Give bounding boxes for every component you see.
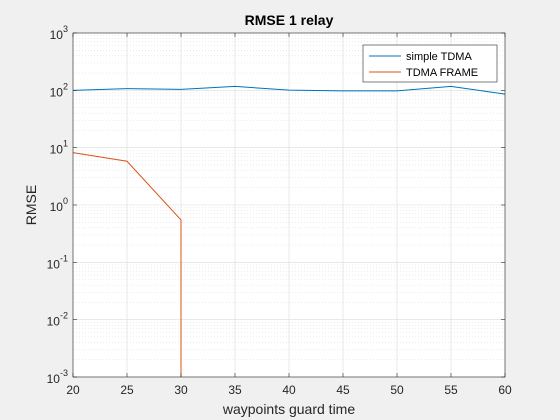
series-line-1 xyxy=(72,85,506,95)
legend-box xyxy=(362,44,498,83)
x-tick-label: 55 xyxy=(444,383,458,397)
y-tick-label: 101 xyxy=(50,139,68,157)
x-tick-label: 20 xyxy=(66,383,80,397)
x-tick-labels: 20 25 30 35 40 45 50 55 60 xyxy=(66,383,512,397)
ticks-layer xyxy=(72,32,506,378)
x-tick-label: 40 xyxy=(282,383,296,397)
x-tick-label: 60 xyxy=(498,383,512,397)
y-tick-label: 10-1 xyxy=(47,253,68,271)
y-tick-label: 10-3 xyxy=(47,368,68,386)
y-tick-labels: 10-3 10-2 10-1 100 101 102 103 xyxy=(47,24,68,386)
legend-label-2: TDMA FRAME xyxy=(406,67,478,79)
legend: simple TDMA TDMA FRAME xyxy=(362,44,498,83)
y-tick-label: 102 xyxy=(50,81,68,99)
x-tick-label: 35 xyxy=(228,383,242,397)
series-line-2 xyxy=(72,152,182,377)
legend-label-1: simple TDMA xyxy=(406,51,472,63)
y-axis-label: RMSE xyxy=(23,185,39,225)
y-tick-label: 103 xyxy=(50,24,68,42)
x-tick-label: 45 xyxy=(336,383,350,397)
y-tick-label: 10-2 xyxy=(47,311,68,329)
series-layer xyxy=(72,85,506,377)
x-tick-label: 50 xyxy=(390,383,404,397)
y-tick-label: 100 xyxy=(50,196,68,214)
x-tick-label: 25 xyxy=(120,383,134,397)
x-tick-label: 30 xyxy=(174,383,188,397)
x-axis-label: waypoints guard time xyxy=(222,401,356,417)
chart-title: RMSE 1 relay xyxy=(245,12,334,28)
